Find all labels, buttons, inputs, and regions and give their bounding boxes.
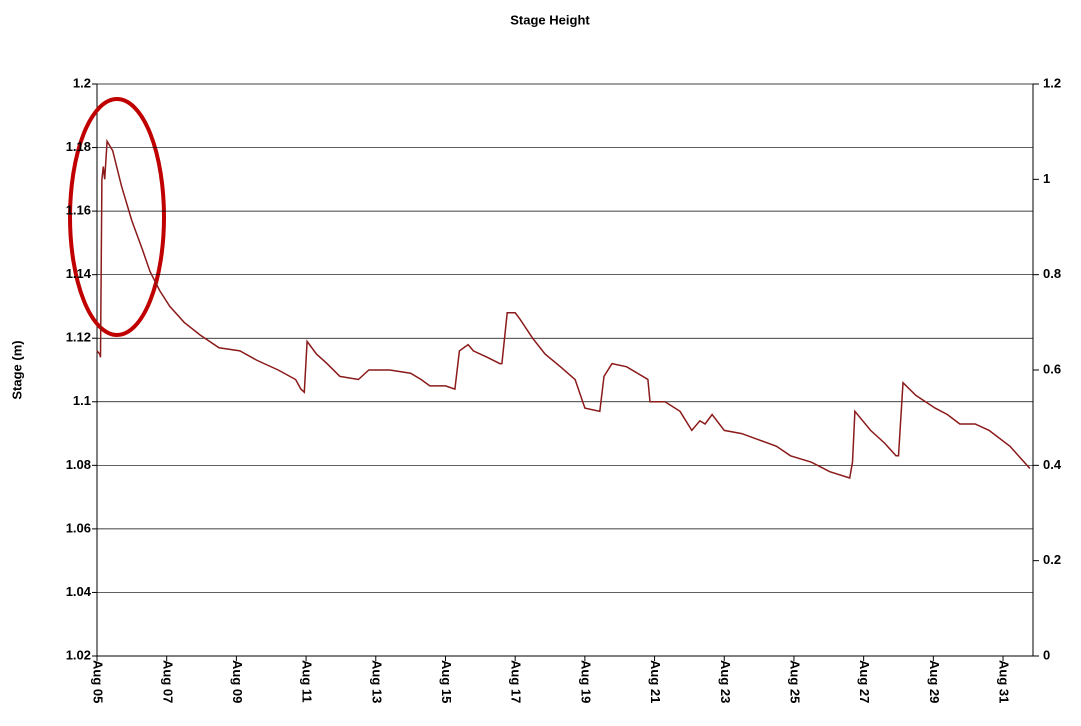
x-tick-label: Aug 05 <box>91 660 106 703</box>
y2-tick-label: 0.6 <box>1043 361 1061 376</box>
y2-tick-label: 1 <box>1043 171 1050 186</box>
x-tick-label: Aug 13 <box>369 660 384 703</box>
y-tick-label: 1.18 <box>66 139 91 154</box>
y-tick-label: 1.1 <box>73 393 91 408</box>
y2-tick-label: 0.2 <box>1043 552 1061 567</box>
y-tick-label: 1.08 <box>66 457 91 472</box>
x-tick-label: Aug 07 <box>160 660 175 703</box>
x-tick-label: Aug 21 <box>648 660 663 703</box>
x-tick-label: Aug 27 <box>857 660 872 703</box>
y-tick-label: 1.12 <box>66 330 91 345</box>
y-tick-label: 1.04 <box>66 584 92 599</box>
y-tick-label: 1.14 <box>66 266 92 281</box>
y2-tick-label: 1.2 <box>1043 75 1061 90</box>
x-tick-label: Aug 25 <box>788 660 803 703</box>
x-tick-label: Aug 09 <box>230 660 245 703</box>
x-tick-label: Aug 17 <box>509 660 524 703</box>
x-tick-label: Aug 31 <box>997 660 1012 703</box>
y2-tick-label: 0 <box>1043 647 1050 662</box>
x-tick-label: Aug 19 <box>578 660 593 703</box>
x-tick-label: Aug 11 <box>300 660 315 703</box>
y-tick-label: 1.06 <box>66 520 91 535</box>
y-tick-label: 1.02 <box>66 647 91 662</box>
y2-tick-label: 0.4 <box>1043 457 1062 472</box>
x-tick-label: Aug 15 <box>439 660 454 703</box>
x-tick-label: Aug 29 <box>927 660 942 703</box>
y2-tick-label: 0.8 <box>1043 266 1061 281</box>
chart-title: Stage Height <box>510 12 590 27</box>
data-line <box>96 138 1031 479</box>
y-tick-label: 1.2 <box>73 75 91 90</box>
y-tick-label: 1.16 <box>66 203 91 218</box>
highlight-ellipse <box>68 97 166 337</box>
y-axis-label: Stage (m) <box>9 340 24 399</box>
x-tick-label: Aug 23 <box>718 660 733 703</box>
